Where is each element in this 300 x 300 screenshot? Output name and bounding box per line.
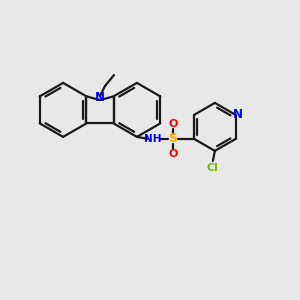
Text: Cl: Cl	[207, 163, 219, 173]
Text: O: O	[168, 149, 178, 159]
Text: NH: NH	[144, 134, 162, 144]
Text: N: N	[233, 108, 243, 122]
Text: S: S	[168, 132, 177, 146]
Text: N: N	[95, 91, 105, 104]
Text: O: O	[168, 119, 178, 129]
